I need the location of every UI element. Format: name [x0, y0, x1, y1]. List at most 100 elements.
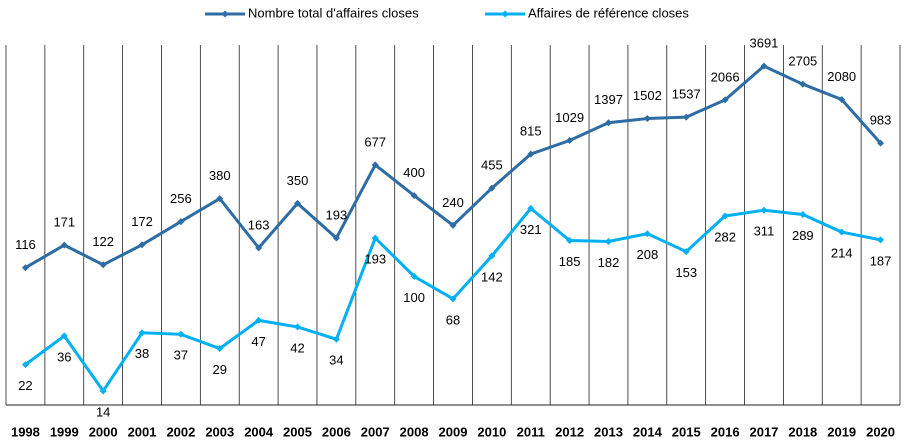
data-label: 282 — [714, 229, 736, 244]
data-label: 185 — [559, 254, 581, 269]
point — [799, 80, 807, 88]
x-tick-label: 2005 — [283, 424, 312, 439]
point — [255, 244, 263, 252]
point — [449, 221, 457, 229]
data-label: 182 — [598, 255, 620, 270]
data-label: 47 — [251, 334, 265, 349]
point — [877, 139, 885, 147]
point — [60, 332, 68, 340]
data-label: 42 — [290, 340, 304, 355]
data-label: 350 — [287, 173, 309, 188]
data-label: 256 — [170, 191, 192, 206]
data-label: 34 — [329, 353, 343, 368]
point — [527, 204, 535, 212]
data-label: 3691 — [749, 36, 778, 51]
x-tick-label: 2015 — [672, 424, 701, 439]
data-label: 2066 — [711, 69, 740, 84]
point — [177, 218, 185, 226]
data-label: 116 — [15, 237, 36, 252]
point — [21, 361, 29, 369]
point — [99, 387, 107, 395]
data-label: 163 — [248, 217, 270, 232]
point — [60, 241, 68, 249]
point — [604, 119, 612, 127]
data-label: 815 — [520, 124, 542, 139]
point — [760, 62, 768, 70]
point — [294, 199, 302, 207]
point — [838, 228, 846, 236]
data-label: 172 — [131, 214, 153, 229]
point — [682, 113, 690, 121]
data-label: 14 — [96, 404, 110, 419]
x-tick-label: 2008 — [400, 424, 429, 439]
data-label: 1029 — [555, 110, 584, 125]
point — [488, 184, 496, 192]
point — [332, 335, 340, 343]
data-label: 677 — [364, 134, 386, 149]
data-label: 1537 — [672, 87, 701, 102]
point — [138, 241, 146, 249]
point — [760, 206, 768, 214]
x-tick-label: 1999 — [50, 424, 79, 439]
point — [138, 329, 146, 337]
point — [410, 272, 418, 280]
point — [371, 234, 379, 242]
x-tick-label: 2001 — [128, 424, 157, 439]
point — [566, 137, 574, 145]
point — [294, 323, 302, 331]
x-tick-label: 2007 — [361, 424, 390, 439]
data-label: 455 — [481, 158, 503, 173]
data-label: 400 — [403, 165, 425, 180]
x-tick-label: 2014 — [633, 424, 663, 439]
data-label: 240 — [442, 195, 464, 210]
data-label: 380 — [209, 168, 231, 183]
point — [643, 114, 651, 122]
data-label: 289 — [792, 228, 814, 243]
legend-marker — [221, 10, 229, 18]
point — [255, 316, 263, 324]
point — [527, 150, 535, 158]
data-label: 2705 — [788, 54, 817, 69]
data-label: 193 — [364, 251, 386, 266]
data-label: 122 — [92, 234, 114, 249]
x-tick-label: 2010 — [477, 424, 506, 439]
data-label: 2080 — [827, 69, 856, 84]
data-label: 214 — [831, 245, 853, 260]
point — [721, 212, 729, 220]
data-label: 100 — [403, 290, 425, 305]
data-label: 153 — [675, 265, 697, 280]
data-label: 321 — [520, 222, 542, 237]
data-label: 193 — [326, 207, 348, 222]
point — [216, 195, 224, 203]
point — [877, 236, 885, 244]
data-label: 142 — [481, 269, 503, 284]
data-label: 38 — [135, 346, 149, 361]
data-label: 68 — [446, 312, 460, 327]
x-tick-label: 2002 — [166, 424, 195, 439]
x-tick-label: 2018 — [788, 424, 817, 439]
x-tick-label: 2006 — [322, 424, 351, 439]
data-label: 36 — [57, 349, 71, 364]
legend-label: Nombre total d'affaires closes — [248, 5, 419, 20]
point — [216, 345, 224, 353]
data-label: 311 — [754, 224, 775, 239]
point — [838, 96, 846, 104]
series-line — [24, 64, 882, 270]
x-tick-label: 2011 — [517, 424, 545, 439]
point — [799, 211, 807, 219]
point — [371, 161, 379, 169]
point — [21, 264, 29, 272]
data-label: 22 — [18, 378, 32, 393]
point — [449, 295, 457, 303]
point — [682, 248, 690, 256]
data-label: 171 — [53, 215, 75, 230]
point — [721, 96, 729, 104]
x-tick-label: 2016 — [711, 424, 740, 439]
legend-label: Affaires de référence closes — [528, 5, 689, 20]
data-label: 208 — [636, 247, 658, 262]
point — [566, 237, 574, 245]
data-label: 1397 — [594, 92, 623, 107]
x-tick-label: 2004 — [244, 424, 274, 439]
x-tick-label: 2000 — [89, 424, 118, 439]
x-tick-label: 2009 — [439, 424, 468, 439]
